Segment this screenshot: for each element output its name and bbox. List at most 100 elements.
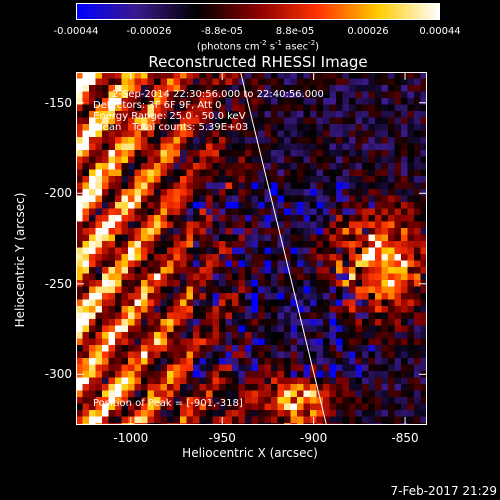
- heatmap-cell: [141, 371, 148, 378]
- heatmap-cell: [336, 403, 343, 411]
- heatmap-cell: [186, 228, 194, 235]
- heatmap-cell: [180, 195, 187, 203]
- heatmap-cell: [212, 189, 220, 196]
- heatmap-cell: [251, 358, 259, 365]
- heatmap-cell: [349, 306, 356, 313]
- heatmap-cell: [108, 332, 116, 339]
- heatmap-cell: [394, 208, 402, 216]
- heatmap-cell: [284, 137, 291, 144]
- heatmap-cell: [147, 117, 155, 125]
- heatmap-cell: [284, 286, 291, 294]
- heatmap-cell: [167, 78, 174, 86]
- heatmap-cell: [180, 358, 187, 365]
- heatmap-cell: [186, 345, 194, 352]
- heatmap-cell: [102, 319, 109, 326]
- heatmap-cell: [225, 377, 233, 385]
- heatmap-cell: [290, 156, 298, 164]
- heatmap-cell: [271, 117, 278, 125]
- heatmap-cell: [258, 215, 265, 222]
- heatmap-cell: [147, 189, 155, 196]
- heatmap-cell: [349, 403, 356, 411]
- heatmap-cell: [108, 247, 116, 255]
- heatmap-cell: [76, 202, 83, 209]
- heatmap-cell: [368, 338, 376, 346]
- heatmap-cell: [128, 358, 135, 365]
- heatmap-cell: [102, 286, 109, 294]
- heatmap-cell: [349, 358, 356, 365]
- heatmap-cell: [355, 111, 363, 118]
- heatmap-cell: [89, 130, 96, 138]
- heatmap-cell: [115, 377, 122, 385]
- heatmap-cell: [251, 338, 259, 346]
- heatmap-cell: [316, 143, 324, 151]
- heatmap-cell: [303, 215, 311, 222]
- heatmap-cell: [381, 338, 389, 346]
- heatmap-cell: [147, 286, 155, 294]
- heatmap-cell: [82, 137, 90, 144]
- heatmap-cell: [290, 358, 298, 365]
- heatmap-cell: [323, 325, 330, 333]
- heatmap-cell: [407, 104, 415, 112]
- heatmap-cell: [212, 130, 220, 138]
- heatmap-cell: [420, 351, 427, 359]
- heatmap-cell: [141, 312, 148, 320]
- heatmap-cell: [323, 117, 330, 125]
- heatmap-cell: [232, 345, 239, 352]
- heatmap-cell: [303, 195, 311, 203]
- heatmap-cell: [349, 410, 356, 417]
- heatmap-cell: [310, 189, 317, 196]
- heatmap-cell: [154, 332, 161, 339]
- heatmap-cell: [303, 312, 311, 320]
- heatmap-cell: [323, 176, 330, 183]
- heatmap-cell: [115, 351, 122, 359]
- heatmap-cell: [264, 267, 272, 274]
- heatmap-cell: [154, 98, 161, 105]
- heatmap-cell: [277, 72, 285, 79]
- heatmap-cell: [290, 241, 298, 248]
- heatmap-cell: [134, 390, 142, 398]
- date-stamp: 7-Feb-2017 21:29: [390, 484, 497, 498]
- heatmap-cell: [238, 169, 246, 177]
- heatmap-cell: [108, 189, 116, 196]
- heatmap-cell: [245, 72, 252, 79]
- heatmap-cell: [277, 390, 285, 398]
- heatmap-cell: [206, 208, 213, 216]
- heatmap-cell: [147, 150, 155, 157]
- heatmap-cell: [297, 345, 304, 352]
- heatmap-cell: [212, 241, 220, 248]
- heatmap-cell: [368, 137, 376, 144]
- heatmap-cell: [154, 176, 161, 183]
- heatmap-cell: [375, 397, 382, 404]
- heatmap-cell: [323, 143, 330, 151]
- heatmap-cell: [245, 403, 252, 411]
- heatmap-cell: [349, 345, 356, 352]
- heatmap-cell: [206, 364, 213, 372]
- heatmap-cell: [349, 228, 356, 235]
- heatmap-cell: [232, 111, 239, 118]
- heatmap-cell: [290, 332, 298, 339]
- heatmap-cell: [303, 351, 311, 359]
- heatmap-cell: [303, 72, 311, 79]
- heatmap-cell: [414, 215, 421, 222]
- heatmap-cell: [180, 332, 187, 339]
- heatmap-cell: [375, 176, 382, 183]
- heatmap-cell: [394, 267, 402, 274]
- heatmap-cell: [134, 234, 142, 242]
- heatmap-cell: [160, 338, 168, 346]
- heatmap-cell: [323, 397, 330, 404]
- heatmap-cell: [193, 228, 200, 235]
- heatmap-cell: [134, 72, 142, 79]
- heatmap-cell: [134, 111, 142, 118]
- heatmap-cell: [147, 325, 155, 333]
- heatmap-cell: [264, 176, 272, 183]
- heatmap-cell: [316, 195, 324, 203]
- heatmap-cell: [258, 143, 265, 151]
- heatmap-cell: [121, 416, 129, 424]
- heatmap-cell: [95, 143, 103, 151]
- heatmap-cell: [95, 390, 103, 398]
- heatmap-cell: [362, 130, 369, 138]
- heatmap-cell: [290, 98, 298, 105]
- heatmap-cell: [375, 163, 382, 170]
- heatmap-cell: [180, 351, 187, 359]
- heatmap-cell: [95, 195, 103, 203]
